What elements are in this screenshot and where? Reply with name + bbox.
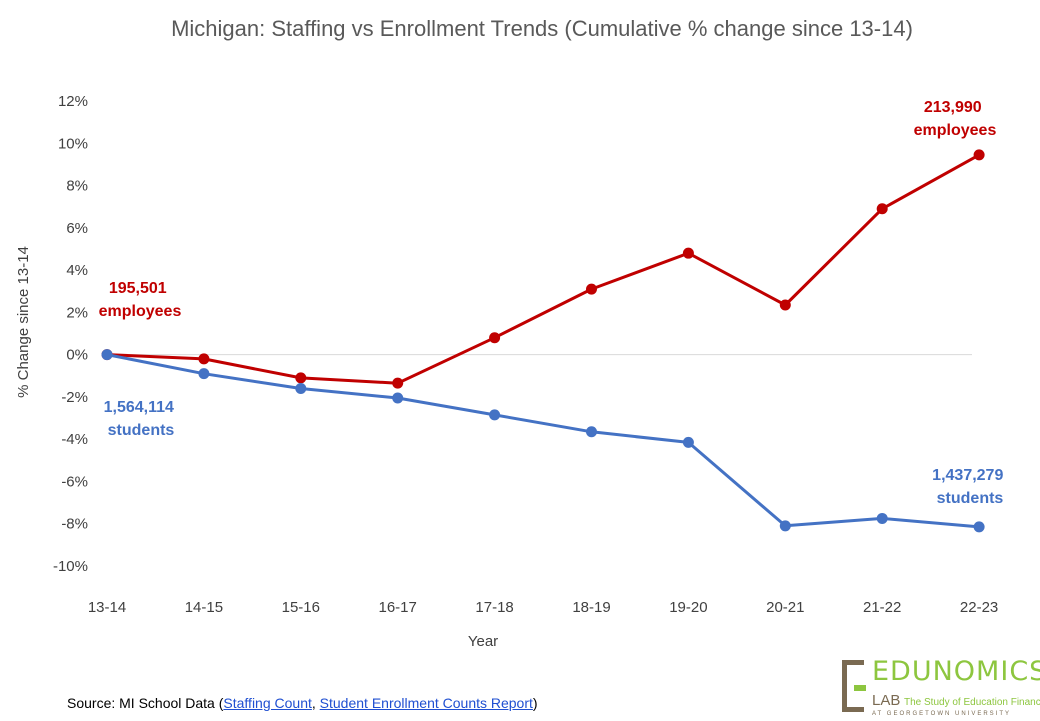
students-end-annotation: 1,437,279 students xyxy=(932,467,1008,507)
x-tick-label: 15-16 xyxy=(282,599,320,616)
logo-subline: AT GEORGETOWN UNIVERSITY xyxy=(872,711,1012,717)
source-suffix: ) xyxy=(532,695,538,711)
x-tick-label: 19-20 xyxy=(669,599,707,616)
data-point xyxy=(489,409,501,421)
data-point xyxy=(876,203,888,215)
y-tick-label: -8% xyxy=(61,516,88,533)
y-axis-title: % Change since 13-14 xyxy=(15,246,32,398)
y-tick-label: 2% xyxy=(66,304,88,321)
data-point xyxy=(489,332,501,344)
x-tick-label: 13-14 xyxy=(88,599,126,616)
data-point xyxy=(101,349,113,361)
x-tick-label: 16-17 xyxy=(379,599,417,616)
staff-end-unit: employees xyxy=(914,122,997,139)
line-chart: Michigan: Staffing vs Enrollment Trends … xyxy=(15,16,1008,650)
x-tick-label: 20-21 xyxy=(766,599,804,616)
x-axis-title: Year xyxy=(468,633,498,650)
x-tick-label: 14-15 xyxy=(185,599,223,616)
data-point xyxy=(198,353,210,365)
data-point xyxy=(295,382,307,394)
y-tick-label: 12% xyxy=(58,93,88,110)
students-start-annotation: 1,564,114 students xyxy=(104,399,179,439)
enrollment-series xyxy=(101,349,985,533)
data-point xyxy=(779,299,791,311)
series-line xyxy=(106,353,980,529)
logo-lab: LAB xyxy=(872,692,901,709)
students-start-unit: students xyxy=(108,422,175,439)
y-axis-ticks: 12% 10% 8% 6% 4% 2% 0% -2% -4% -6% -8% -10% xyxy=(53,93,88,575)
edunomics-logo: EDUNOMICS LAB The Study of Education Fin… xyxy=(842,656,1040,720)
data-point xyxy=(973,149,985,161)
staff-start-unit: employees xyxy=(99,303,182,320)
students-end-unit: students xyxy=(937,490,1004,507)
source-separator: , xyxy=(311,695,320,711)
students-start-count: 1,564,114 xyxy=(104,399,174,416)
chart-title: Michigan: Staffing vs Enrollment Trends … xyxy=(171,16,913,41)
logo-tagline: The Study of Education Finance xyxy=(903,697,1040,708)
x-tick-label: 22-23 xyxy=(960,599,998,616)
data-point xyxy=(198,368,210,380)
y-tick-label: -10% xyxy=(53,558,88,575)
staff-end-annotation: 213,990 employees xyxy=(914,99,997,139)
source-note: Source: MI School Data (Staffing Count, … xyxy=(67,695,538,711)
y-tick-label: 4% xyxy=(66,262,88,279)
x-tick-label: 18-19 xyxy=(572,599,610,616)
data-point xyxy=(295,372,307,384)
logo-mark-icon xyxy=(842,660,866,712)
staff-start-annotation: 195,501 employees xyxy=(99,280,182,320)
series-layer xyxy=(101,149,985,533)
x-axis-ticks: 13-14 14-15 15-16 16-17 17-18 18-19 19-20 20-21… xyxy=(88,599,998,616)
staff-start-count: 195,501 xyxy=(109,280,167,297)
y-tick-label: -2% xyxy=(61,389,88,406)
data-point xyxy=(586,426,597,438)
data-point xyxy=(392,392,404,404)
enrollment-report-link[interactable]: Student Enrollment Counts Report xyxy=(319,695,533,711)
data-point xyxy=(973,521,985,533)
x-tick-label: 17-18 xyxy=(475,599,513,616)
y-tick-label: -6% xyxy=(61,473,88,490)
series-line xyxy=(106,153,980,385)
staff-end-count: 213,990 xyxy=(924,99,982,116)
source-prefix: Source: MI School Data ( xyxy=(67,695,224,711)
y-tick-label: -4% xyxy=(61,431,88,448)
data-point xyxy=(876,512,888,524)
y-tick-label: 6% xyxy=(66,220,88,237)
staffing-series xyxy=(101,149,985,389)
y-tick-label: 8% xyxy=(66,178,88,195)
data-point xyxy=(779,520,791,532)
data-point xyxy=(682,436,694,448)
data-point xyxy=(682,247,694,259)
x-tick-label: 21-22 xyxy=(863,599,901,616)
data-point xyxy=(586,283,597,295)
y-tick-label: 0% xyxy=(66,347,88,364)
y-tick-label: 10% xyxy=(58,135,88,152)
logo-name: EDUNOMICS xyxy=(872,656,1040,687)
students-end-count: 1,437,279 xyxy=(932,467,1003,484)
staffing-count-link[interactable]: Staffing Count xyxy=(223,695,312,711)
data-point xyxy=(392,377,404,389)
logo-lab-line: LAB The Study of Education Finance xyxy=(872,692,1040,709)
